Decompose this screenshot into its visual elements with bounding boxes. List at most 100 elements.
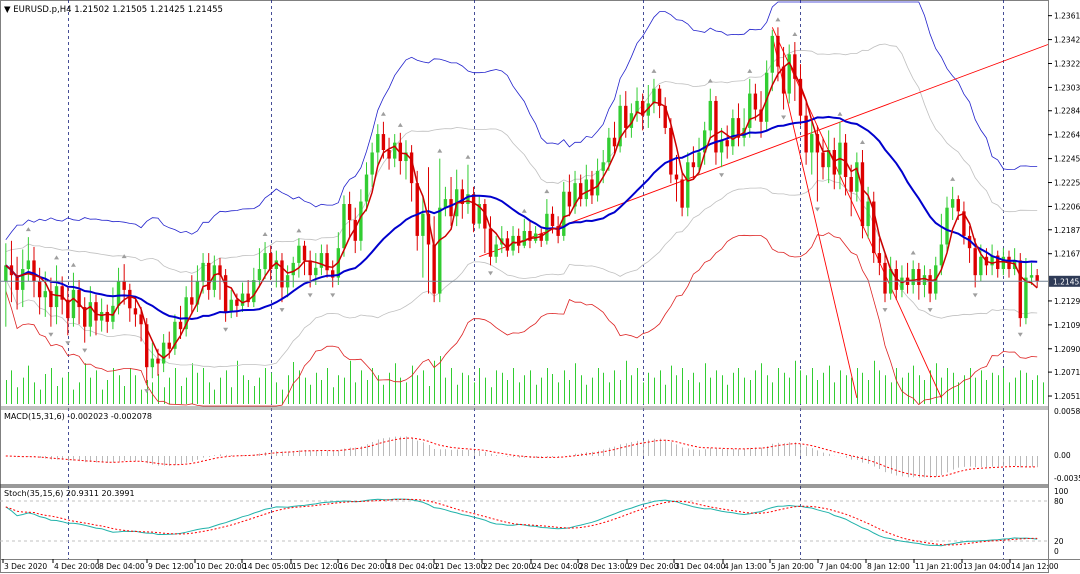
time-tick-label: 24 Dec 04:00 xyxy=(532,562,583,571)
candle-body xyxy=(702,130,707,153)
fractal-down-icon xyxy=(65,341,71,346)
candle-body xyxy=(477,204,481,224)
time-tick-label: 14 Jan 12:00 xyxy=(1011,562,1059,571)
candle-body xyxy=(877,253,882,263)
fractal-down-icon xyxy=(927,308,933,313)
candle-body xyxy=(173,321,177,349)
candle-body xyxy=(376,134,380,153)
candle-body xyxy=(257,269,262,281)
stoch-tick-label: 20 xyxy=(1054,537,1064,546)
candle-body xyxy=(314,267,318,276)
candle-body xyxy=(488,228,493,257)
candle-body xyxy=(697,152,701,168)
candle-body xyxy=(297,245,301,263)
candle-body xyxy=(708,100,712,131)
candle-body xyxy=(922,275,927,285)
fractal-down-icon xyxy=(82,348,88,353)
candle-body xyxy=(26,260,31,270)
candle-body xyxy=(945,207,949,245)
candle-body xyxy=(990,255,994,266)
candle-body xyxy=(54,286,59,308)
stoch-tick-label: 100 xyxy=(1054,487,1069,496)
candle-body xyxy=(116,281,121,306)
fractal-down-icon xyxy=(279,308,285,313)
candle-body xyxy=(545,213,549,241)
candle-body xyxy=(342,204,346,249)
candle-body xyxy=(494,244,498,257)
fractal-down-icon xyxy=(223,327,229,332)
candle-body xyxy=(21,269,25,290)
macd-histogram xyxy=(11,436,1038,478)
candle-body xyxy=(674,174,679,180)
candle-body xyxy=(88,302,93,327)
candle-body xyxy=(66,299,70,319)
moving-averages xyxy=(5,61,1038,359)
candle-body xyxy=(77,289,81,308)
time-tick-label: 16 Dec 20:00 xyxy=(339,562,390,571)
trend-line-up xyxy=(479,44,1049,258)
candle-body xyxy=(139,314,143,325)
candle-body xyxy=(319,253,324,268)
envelope-bands xyxy=(5,1,1038,407)
candle-body xyxy=(584,179,589,200)
macd-tick-label: -0.00354 xyxy=(1054,474,1080,483)
candle-body xyxy=(223,275,228,312)
candle-body xyxy=(105,311,109,322)
fractal-up-icon xyxy=(747,68,753,73)
candle-body xyxy=(601,162,605,171)
time-tick-label: 5 Jan 20:00 xyxy=(771,562,814,571)
candle-body xyxy=(71,289,76,319)
candle-body xyxy=(280,260,284,288)
candle-body xyxy=(466,194,470,204)
candle-body xyxy=(370,152,374,175)
candle-body xyxy=(640,100,645,116)
fractal-down-icon xyxy=(48,332,54,337)
candle-body xyxy=(917,269,921,285)
candle-body xyxy=(776,35,780,67)
candle-body xyxy=(325,253,329,271)
time-tick-label: 4 Dec 20:00 xyxy=(54,562,100,571)
candle-body xyxy=(967,235,972,249)
candle-body xyxy=(962,211,966,236)
candle-body xyxy=(83,307,87,327)
candle-body xyxy=(652,88,656,104)
candle-body xyxy=(911,269,915,285)
ma-slow-line xyxy=(5,115,1038,321)
candle-body xyxy=(269,253,273,270)
candle-body xyxy=(387,150,391,159)
time-tick-label: 13 Jan 04:00 xyxy=(963,562,1011,571)
time-axis: 3 Dec 2020 4 Dec 20:00 8 Dec 04:00 9 Dec 12… xyxy=(2,559,1059,571)
candle-body xyxy=(443,199,448,208)
candle-body xyxy=(562,191,566,236)
candle-body xyxy=(43,291,47,298)
candle-body xyxy=(725,140,729,147)
candle-body xyxy=(471,194,476,224)
candle-body xyxy=(714,100,718,153)
candle-body xyxy=(567,191,572,207)
candle-body xyxy=(646,103,650,116)
fractal-up-icon xyxy=(544,189,550,194)
ohlc-values: 1.21502 1.21505 1.21425 1.21455 xyxy=(74,5,223,15)
candle-body xyxy=(860,162,865,227)
price-tick-label: 1.20515 xyxy=(1054,392,1080,401)
candle-body xyxy=(629,113,634,128)
candle-body xyxy=(150,358,155,368)
candle-body xyxy=(302,245,307,261)
candle-body xyxy=(1029,275,1034,278)
price-tick-label: 1.22060 xyxy=(1054,202,1080,211)
candle-body xyxy=(550,213,555,227)
candle-body xyxy=(438,207,442,294)
candle-body xyxy=(133,308,138,315)
fractal-up-icon xyxy=(437,148,443,153)
fractal-down-icon xyxy=(1017,332,1023,337)
candle-body xyxy=(849,177,853,192)
candle-body xyxy=(731,118,735,147)
candle-body xyxy=(218,265,222,276)
candle-body xyxy=(201,262,205,282)
ma-fast-line xyxy=(5,61,1038,359)
candle-body xyxy=(415,183,419,236)
fractal-up-icon xyxy=(792,32,798,37)
candle-body xyxy=(872,201,876,254)
